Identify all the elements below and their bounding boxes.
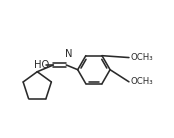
Text: OCH₃: OCH₃ bbox=[131, 53, 154, 62]
Text: HO: HO bbox=[34, 60, 49, 70]
Text: OCH₃: OCH₃ bbox=[131, 77, 154, 86]
Text: N: N bbox=[65, 49, 72, 59]
